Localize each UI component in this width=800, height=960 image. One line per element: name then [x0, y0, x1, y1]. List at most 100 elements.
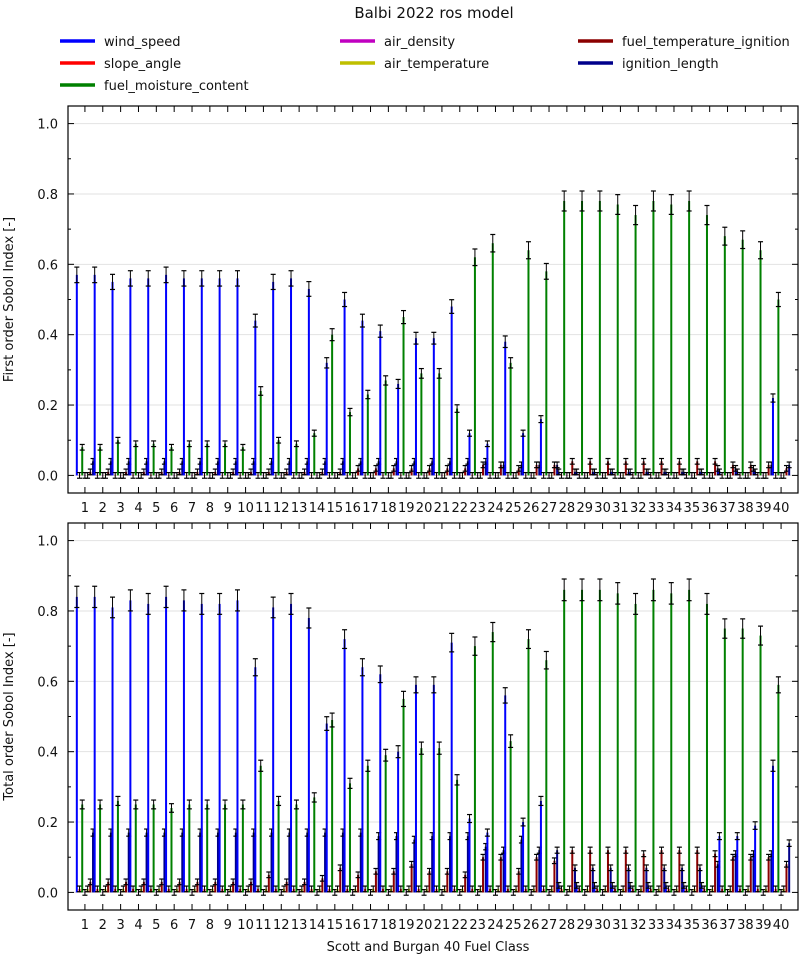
bar-fuel_moisture_content: [741, 239, 744, 476]
bar-fuel_temperature_ignition: [446, 871, 449, 893]
bar-wind_speed: [307, 617, 310, 893]
bar-fuel_moisture_content: [670, 204, 673, 476]
bar-ignition_length: [163, 461, 166, 476]
bar-fuel_temperature_ignition: [339, 867, 342, 893]
bar-fuel_temperature_ignition: [553, 464, 556, 476]
bar-fuel_moisture_content: [456, 779, 459, 893]
bar-fuel_moisture_content: [563, 589, 566, 893]
bar-fuel_temperature_ignition: [642, 853, 645, 893]
bar-fuel_moisture_content: [224, 804, 227, 893]
bar-fuel_temperature_ignition: [392, 871, 395, 893]
bar-fuel_temperature_ignition: [499, 464, 502, 476]
y-tick-label: 0.8: [37, 188, 58, 203]
bar-ignition_length: [752, 468, 755, 476]
legend-entry-air_density: air_density: [340, 35, 455, 50]
x-tick-label: 10: [237, 501, 254, 516]
bar-fuel_moisture_content: [259, 765, 262, 893]
bar-fuel_moisture_content: [348, 783, 351, 893]
bar-wind_speed: [93, 274, 96, 476]
bar-ignition_length: [591, 867, 594, 893]
bar-fuel_moisture_content: [527, 250, 530, 476]
legend-label: wind_speed: [104, 35, 181, 50]
bar-fuel_moisture_content: [206, 804, 209, 893]
bar-ignition_length: [645, 867, 648, 893]
bar-fuel_moisture_content: [491, 243, 494, 476]
x-tick-label: 28: [559, 918, 576, 933]
bar-fuel_moisture_content: [295, 443, 298, 476]
x-tick-label: 31: [612, 918, 629, 933]
bar-fuel_temperature_ignition: [517, 468, 520, 476]
bar-ignition_length: [788, 843, 791, 893]
bar-ignition_length: [449, 836, 452, 893]
legend-entry-fuel_temperature_ignition: fuel_temperature_ignition: [578, 35, 790, 50]
bar-wind_speed: [414, 684, 417, 893]
bar-ignition_length: [538, 464, 541, 476]
x-tick-label: 23: [469, 501, 486, 516]
bar-ignition_length: [377, 461, 380, 476]
legend-label: fuel_temperature_ignition: [622, 35, 790, 50]
bar-wind_speed: [361, 667, 364, 893]
bar-fuel_moisture_content: [420, 748, 423, 893]
x-tick-label: 12: [273, 918, 290, 933]
bar-fuel_moisture_content: [545, 660, 548, 893]
bar-fuel_moisture_content: [456, 408, 459, 476]
bar-wind_speed: [111, 281, 114, 476]
bar-fuel_moisture_content: [402, 698, 405, 893]
bar-fuel_moisture_content: [741, 628, 744, 893]
bar-ignition_length: [145, 461, 148, 476]
bar-fuel_moisture_content: [81, 447, 84, 476]
figure-title: Balbi 2022 ros model: [354, 4, 513, 22]
bar-ignition_length: [127, 461, 130, 476]
bar-ignition_length: [199, 461, 202, 476]
x-tick-label: 22: [452, 918, 469, 933]
x-tick-label: 38: [737, 918, 754, 933]
x-tick-label: 1: [81, 501, 89, 516]
x-tick-label: 13: [291, 501, 308, 516]
x-tick-label: 4: [134, 501, 142, 516]
bar-ignition_length: [324, 832, 327, 893]
bar-ignition_length: [92, 832, 95, 893]
x-tick-label: 8: [206, 918, 214, 933]
bar-ignition_length: [484, 846, 487, 893]
bar-ignition_length: [520, 464, 523, 476]
bar-ignition_length: [716, 468, 719, 476]
bar-fuel_temperature_ignition: [428, 871, 431, 893]
bar-wind_speed: [468, 433, 471, 476]
bar-wind_speed: [236, 600, 239, 893]
x-tick-label: 5: [152, 918, 160, 933]
bar-fuel_temperature_ignition: [624, 850, 627, 893]
bar-fuel_moisture_content: [99, 804, 102, 893]
x-tick-label: 19: [398, 918, 415, 933]
bar-fuel_temperature_ignition: [571, 461, 574, 476]
x-axis-label: Scott and Burgan 40 Fuel Class: [327, 940, 530, 955]
bar-fuel_moisture_content: [313, 797, 316, 893]
bar-fuel_moisture_content: [331, 334, 334, 476]
bar-fuel_temperature_ignition: [749, 464, 752, 476]
x-tick-label: 15: [327, 501, 344, 516]
bar-ignition_length: [627, 867, 630, 893]
panel-first-order: 0.00.20.40.60.81.01 2 3 4 5 6 7 8 9 10 11 12 13 14 15 1…: [2, 105, 799, 516]
bar-ignition_length: [270, 461, 273, 476]
bar-wind_speed: [432, 338, 435, 476]
x-tick-label: 20: [416, 501, 433, 516]
bar-ignition_length: [127, 832, 130, 893]
bar-wind_speed: [147, 603, 150, 893]
bar-fuel_temperature_ignition: [196, 881, 199, 893]
bar-wind_speed: [450, 642, 453, 893]
bar-fuel_moisture_content: [277, 800, 280, 893]
bar-ignition_length: [484, 461, 487, 476]
bar-fuel_moisture_content: [331, 720, 334, 893]
x-tick-label: 37: [719, 501, 736, 516]
bar-fuel_moisture_content: [116, 440, 119, 476]
bar-wind_speed: [593, 885, 596, 893]
bar-ignition_length: [752, 853, 755, 893]
bar-ignition_length: [288, 832, 291, 893]
x-tick-label: 34: [666, 918, 683, 933]
bar-fuel_moisture_content: [473, 646, 476, 893]
x-tick-label: 7: [188, 501, 196, 516]
bar-ignition_length: [306, 461, 309, 476]
bar-fuel_moisture_content: [616, 593, 619, 893]
bar-fuel_temperature_ignition: [410, 864, 413, 893]
bar-ignition_length: [716, 864, 719, 893]
bar-wind_speed: [200, 278, 203, 476]
